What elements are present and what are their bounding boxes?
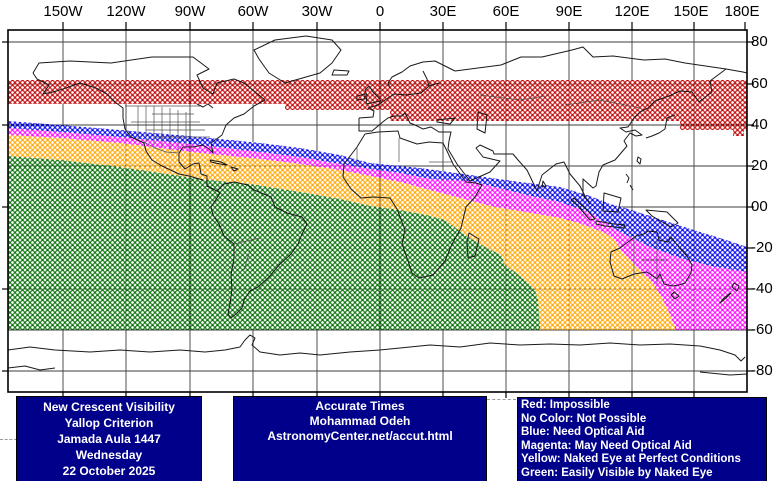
lon-label: 0 (375, 3, 385, 20)
lat-label: -40 (751, 280, 773, 297)
lon-label: 60E (492, 3, 520, 20)
legend-line: Green: Easily Visible by Naked Eye (521, 466, 713, 479)
credit-line: Mohammad Odeh (309, 414, 411, 428)
zone-impossible (8, 80, 747, 136)
zone-may-need-optical-aid (8, 128, 747, 330)
legend-line: Red: Impossible (521, 399, 610, 411)
info-line: New Crescent Visibility (43, 400, 175, 414)
credit-line: Accurate Times (315, 399, 405, 413)
lon-label: 150E (673, 3, 709, 20)
lat-label: 20 (751, 157, 768, 174)
country-borders (125, 94, 667, 284)
lat-label: 60 (751, 75, 768, 92)
lat-label: -80 (751, 362, 773, 379)
zone-naked-eye-perfect (8, 135, 675, 330)
coastlines (8, 35, 747, 376)
lon-label: 120E (614, 3, 650, 20)
lon-label: 90E (555, 3, 583, 20)
map-frame (7, 29, 748, 393)
lat-label: 80 (751, 33, 768, 50)
lon-label: 180E (724, 3, 760, 20)
lat-label: 00 (751, 198, 768, 215)
zone-easily-visible (8, 156, 540, 330)
lon-label: 60W (237, 3, 269, 20)
stray-dash-line (0, 439, 17, 440)
info-line: 22 October 2025 (62, 464, 156, 478)
lon-label: 120W (106, 3, 146, 20)
lon-label: 30W (301, 3, 333, 20)
info-line: Yallop Criterion (64, 416, 154, 430)
info-line: Jamada Aula 1447 (57, 432, 161, 446)
info-line: Wednesday (75, 448, 143, 462)
lon-label: 30E (429, 3, 457, 20)
credit-line: AstronomyCenter.net/accut.html (267, 429, 453, 443)
legend-panel: Red: Impossible No Color: Not Possible B… (517, 397, 767, 481)
lat-label: -60 (751, 321, 773, 338)
legend-line: Yellow: Naked Eye at Perfect Conditions (521, 453, 741, 465)
credit-panel: Accurate Times Mohammad Odeh AstronomyCe… (233, 396, 487, 481)
event-info-panel: New Crescent Visibility Yallop Criterion… (16, 396, 202, 481)
lon-label: 90W (174, 3, 206, 20)
lon-label: 150W (43, 3, 83, 20)
legend-line: No Color: Not Possible (521, 412, 647, 425)
lat-label: -20 (751, 239, 773, 256)
legend-line: Magenta: May Need Optical Aid (521, 439, 692, 452)
stray-dash-line (487, 399, 516, 400)
lat-label: 40 (751, 116, 768, 133)
legend-line: Blue: Need Optical Aid (521, 426, 645, 438)
